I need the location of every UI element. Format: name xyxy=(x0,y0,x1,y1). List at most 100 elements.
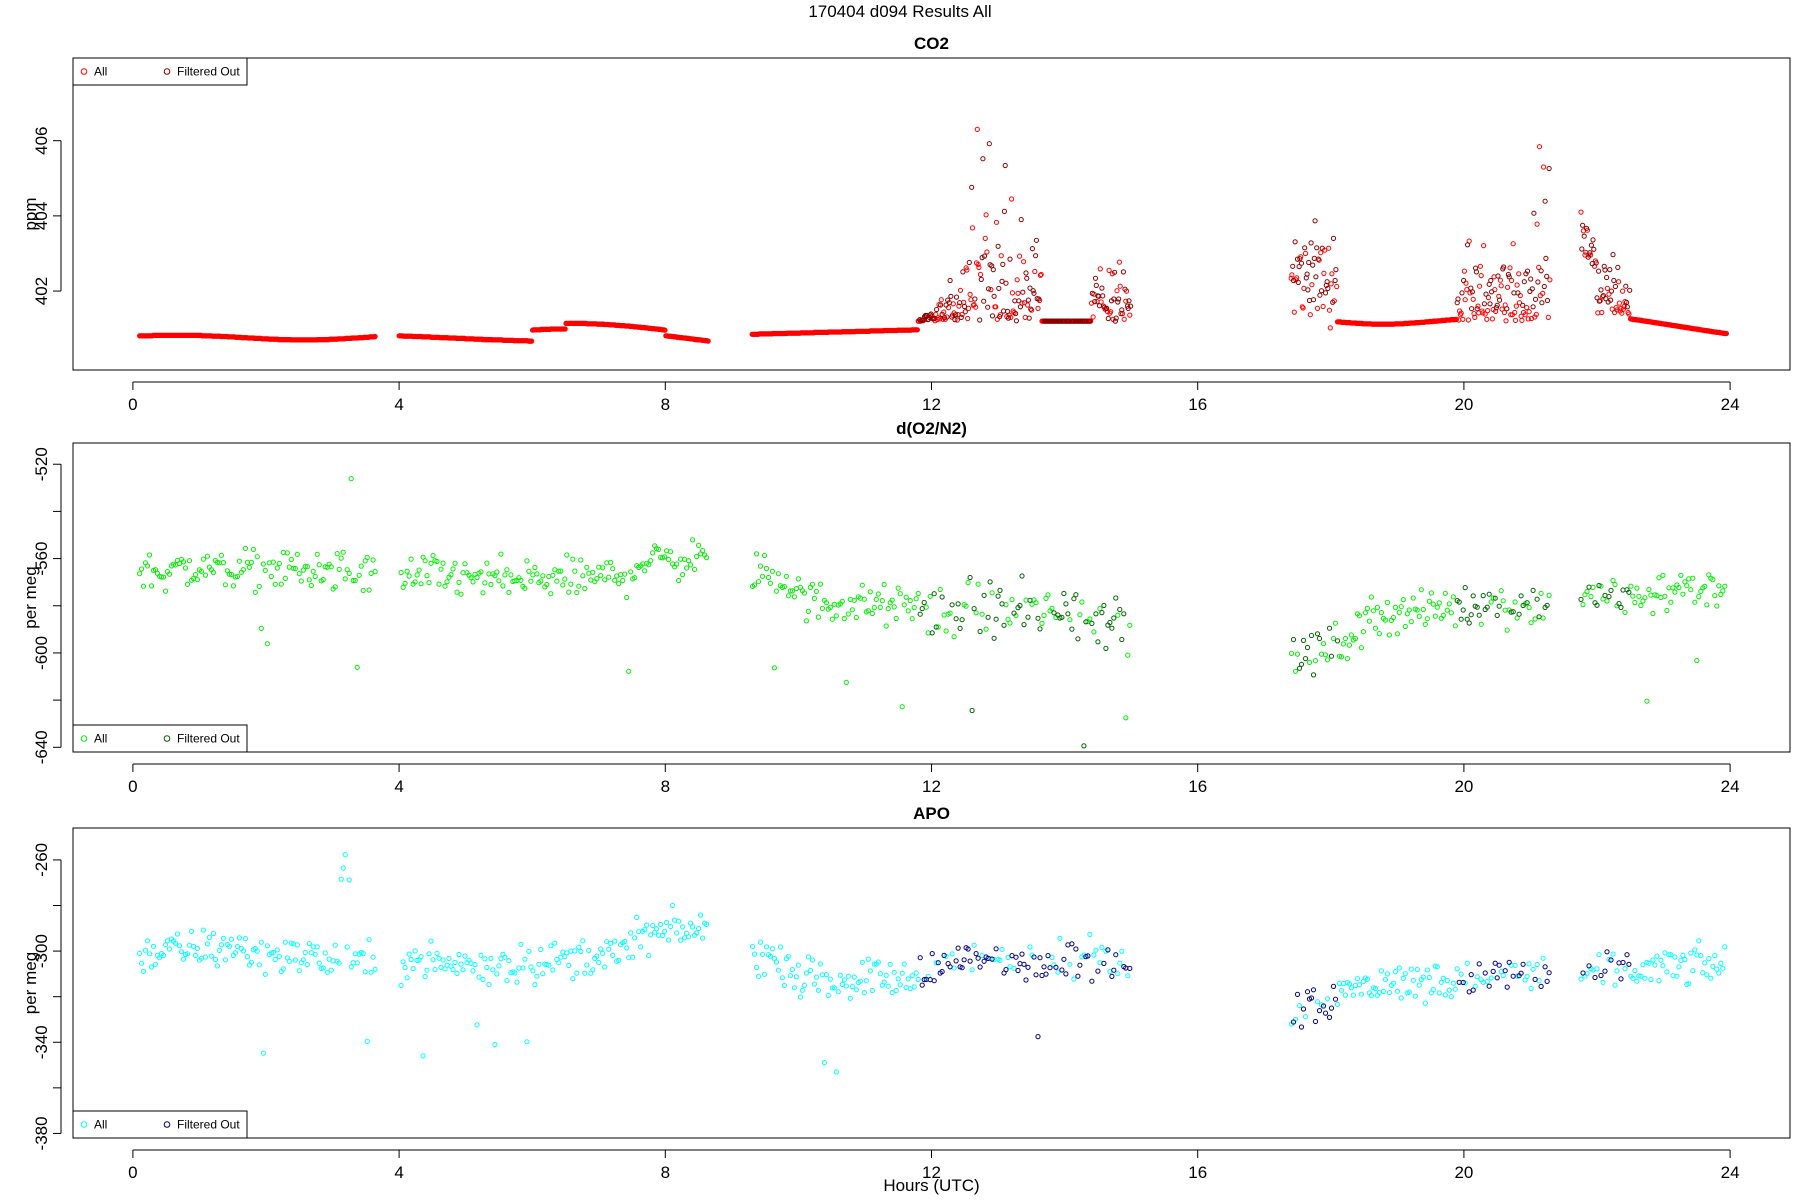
data-point xyxy=(994,316,1000,322)
y-tick-label: -340 xyxy=(32,1025,51,1059)
data-point xyxy=(354,960,360,966)
data-point xyxy=(1356,613,1363,619)
data-point xyxy=(982,235,988,241)
data-point xyxy=(616,581,622,587)
data-point xyxy=(1326,307,1333,313)
data-point xyxy=(1382,617,1389,623)
data-point xyxy=(1019,951,1025,957)
data-point xyxy=(276,560,282,567)
legend: All Filtered Out xyxy=(72,1110,248,1139)
data-point xyxy=(761,552,768,559)
data-point xyxy=(1514,282,1520,288)
data-point xyxy=(1638,602,1644,609)
data-point xyxy=(1424,616,1430,622)
data-point xyxy=(178,949,185,955)
data-point xyxy=(598,946,604,952)
data-point xyxy=(146,951,153,957)
data-point xyxy=(967,574,973,581)
data-point xyxy=(819,605,826,612)
data-point xyxy=(324,969,330,975)
data-point xyxy=(668,549,674,555)
data-point xyxy=(440,560,446,566)
data-point xyxy=(1058,318,1064,324)
data-point xyxy=(492,1041,498,1048)
data-point xyxy=(1538,268,1544,274)
data-point xyxy=(562,576,568,582)
data-point xyxy=(785,593,792,599)
data-point xyxy=(146,552,153,558)
data-point xyxy=(753,551,760,557)
data-point xyxy=(1440,612,1446,619)
data-point xyxy=(512,970,518,976)
data-point xyxy=(939,311,945,317)
data-point xyxy=(334,551,340,557)
x-tick-label: 12 xyxy=(922,777,941,796)
data-point xyxy=(813,588,820,595)
x-tick-label: 4 xyxy=(394,1163,403,1182)
data-point xyxy=(1412,993,1418,999)
data-point xyxy=(694,930,700,936)
data-point xyxy=(1426,974,1432,981)
data-point xyxy=(1525,316,1531,322)
data-point xyxy=(1294,256,1301,262)
data-point xyxy=(412,948,418,954)
data-point xyxy=(1700,970,1706,976)
data-point xyxy=(1532,296,1539,302)
data-point xyxy=(624,594,630,601)
data-point xyxy=(1580,602,1586,608)
data-point xyxy=(1532,616,1538,622)
data-point xyxy=(1075,973,1081,979)
x-tick-label: 16 xyxy=(1188,395,1207,414)
data-point xyxy=(634,914,640,921)
data-point xyxy=(955,312,961,318)
data-point xyxy=(986,141,992,147)
data-point xyxy=(430,957,436,963)
data-point xyxy=(1478,273,1484,279)
data-point xyxy=(757,939,764,945)
data-point xyxy=(993,219,1000,225)
data-point xyxy=(997,314,1003,320)
data-point xyxy=(1704,972,1710,978)
data-point xyxy=(983,212,989,218)
data-point xyxy=(935,960,941,966)
data-point xyxy=(1112,318,1119,324)
data-point xyxy=(352,577,358,584)
y-axis-label: per meg xyxy=(21,952,40,1014)
data-point xyxy=(1646,586,1652,593)
data-point xyxy=(550,572,556,578)
data-point xyxy=(1296,665,1303,671)
data-point xyxy=(981,298,987,304)
data-point xyxy=(791,985,798,991)
data-point xyxy=(1067,617,1073,623)
data-point xyxy=(1394,631,1401,637)
data-point xyxy=(632,575,638,581)
data-point xyxy=(1676,964,1682,970)
data-point xyxy=(913,970,919,976)
data-point xyxy=(1334,638,1341,644)
data-point xyxy=(570,556,576,562)
data-point xyxy=(662,327,668,333)
data-point xyxy=(1581,233,1587,239)
data-point xyxy=(586,947,592,954)
data-point xyxy=(412,579,418,585)
data-point xyxy=(1520,602,1526,609)
data-point xyxy=(612,577,618,583)
data-point xyxy=(755,973,762,980)
data-point xyxy=(272,581,278,587)
data-point xyxy=(972,296,978,302)
data-point xyxy=(1644,698,1650,704)
data-point xyxy=(1596,952,1602,958)
data-point xyxy=(362,969,368,975)
data-point xyxy=(244,954,250,960)
data-point xyxy=(1310,672,1317,678)
data-point xyxy=(1534,596,1540,602)
data-point xyxy=(610,952,616,959)
data-point xyxy=(1017,602,1023,609)
data-point xyxy=(1674,973,1680,979)
data-point xyxy=(977,271,984,278)
data-point xyxy=(596,564,602,570)
data-point xyxy=(506,958,512,964)
data-point xyxy=(1505,284,1511,290)
data-point xyxy=(148,583,155,589)
data-point xyxy=(436,955,442,961)
